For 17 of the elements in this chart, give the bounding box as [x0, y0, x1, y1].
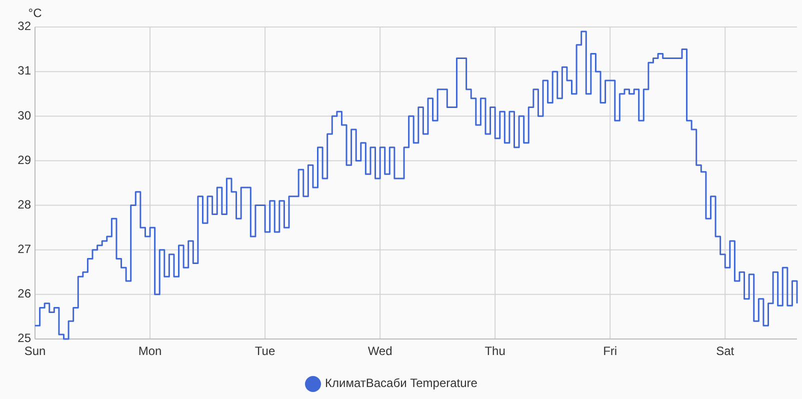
legend-label: КлиматВасаби Temperature: [325, 376, 478, 390]
x-tick-label: Tue: [254, 344, 276, 358]
y-tick-label: 31: [18, 64, 32, 78]
x-tick-label: Fri: [603, 344, 618, 358]
y-tick-label: 25: [18, 331, 32, 346]
y-tick-label: 26: [18, 286, 32, 301]
y-tick-label: 29: [18, 152, 32, 167]
y-axis-title: °C: [28, 6, 42, 20]
x-tick-label: Sat: [716, 344, 735, 358]
x-tick-label: Wed: [368, 344, 392, 358]
x-tick-label: Thu: [484, 344, 506, 358]
x-tick-label: Sun: [24, 344, 46, 358]
y-tick-label: 32: [18, 19, 32, 34]
y-tick-label: 27: [18, 242, 32, 256]
x-tick-label: Mon: [138, 344, 162, 358]
y-tick-label: 28: [18, 197, 32, 212]
y-tick-label: 30: [18, 108, 32, 122]
